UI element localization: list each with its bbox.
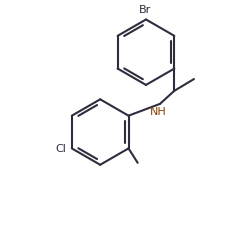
Text: Br: Br [139, 5, 151, 15]
Text: NH: NH [150, 107, 167, 116]
Text: Cl: Cl [55, 144, 66, 154]
